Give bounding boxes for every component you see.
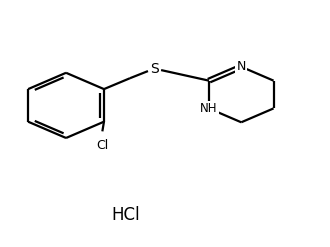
Text: N: N — [237, 60, 246, 73]
Text: Cl: Cl — [96, 139, 109, 152]
Text: S: S — [150, 62, 159, 76]
Text: HCl: HCl — [112, 206, 140, 224]
Text: NH: NH — [200, 102, 218, 115]
